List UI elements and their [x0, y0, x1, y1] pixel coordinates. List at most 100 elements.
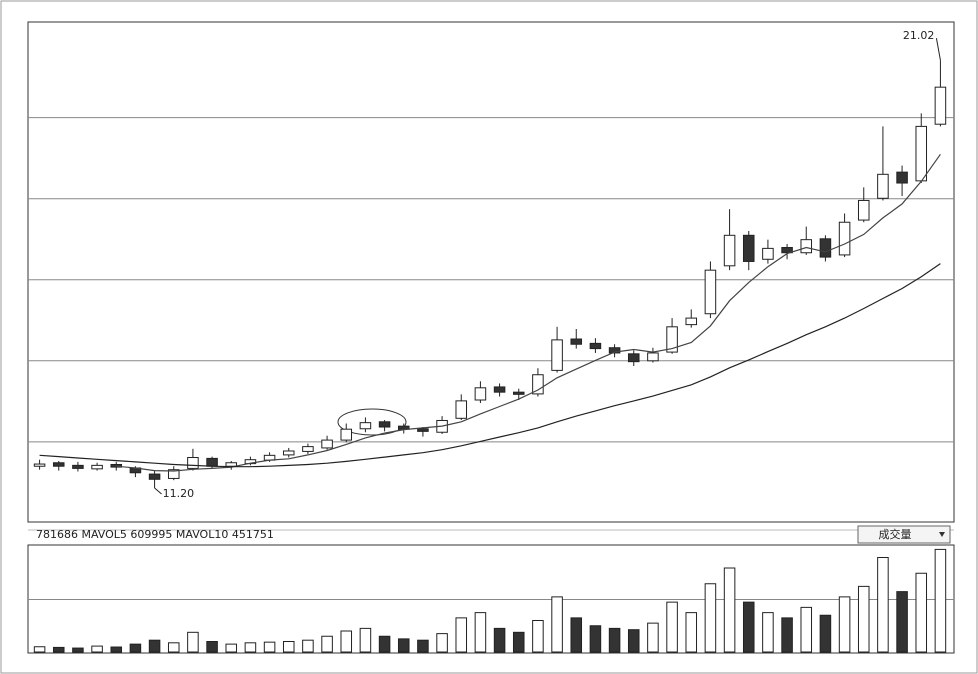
volume-bar — [72, 647, 84, 653]
volume-bar — [455, 617, 468, 653]
candle-body — [474, 387, 487, 401]
candle-body — [762, 247, 774, 260]
candle-body — [800, 239, 813, 254]
candle-body — [532, 374, 544, 395]
candle-body — [857, 199, 870, 221]
candle-body — [512, 391, 525, 395]
volume-bar — [187, 631, 199, 653]
candle-body — [685, 317, 698, 326]
candle-body — [608, 347, 621, 354]
candle-body — [321, 439, 333, 449]
candle-body — [570, 338, 583, 345]
volume-bar — [915, 572, 928, 653]
volume-bar — [781, 617, 793, 653]
volume-bar — [110, 646, 123, 653]
candle-body — [148, 473, 161, 480]
candle-body — [91, 464, 103, 470]
volume-bar — [666, 601, 678, 653]
volume-bar — [167, 642, 180, 653]
volume-bar — [647, 622, 659, 653]
volume-bar — [417, 639, 429, 653]
volume-bar — [340, 630, 353, 653]
candle-body — [72, 464, 84, 469]
candle-body — [589, 342, 602, 350]
volume-header: 781686 MAVOL5 609995 MAVOL10 451751 — [36, 528, 274, 541]
volume-bar — [800, 606, 813, 653]
volume-bar — [762, 612, 774, 653]
candle-body — [359, 422, 372, 430]
volume-bar — [838, 596, 851, 653]
candle-body — [742, 234, 755, 262]
volume-bar — [397, 638, 410, 653]
candle-body — [110, 463, 123, 468]
volume-bar — [263, 641, 276, 653]
volume-bar — [129, 643, 142, 653]
candle-body — [455, 400, 468, 419]
candle-body — [666, 326, 678, 353]
volume-bar — [857, 585, 870, 653]
candle-body — [167, 469, 180, 479]
volume-bar — [532, 620, 544, 653]
candle-body — [52, 462, 65, 467]
volume-bar — [33, 646, 46, 653]
ma-line — [39, 263, 941, 468]
volume-button[interactable] — [857, 525, 951, 544]
volume-bar — [206, 641, 218, 653]
volume-bar — [148, 639, 161, 653]
volume-bar — [91, 645, 103, 653]
ma-line — [116, 153, 941, 472]
candle-body — [915, 125, 928, 182]
volume-bar — [570, 617, 583, 653]
low-pointer — [154, 487, 162, 495]
volume-button-label[interactable]: 成交量 — [879, 527, 912, 541]
candle-body — [723, 234, 736, 267]
candle-body — [647, 352, 659, 362]
candle-body — [704, 269, 717, 315]
volume-bar — [359, 627, 372, 653]
volume-bar — [474, 612, 487, 653]
high-pointer — [935, 38, 941, 61]
candle-body — [187, 457, 199, 469]
volume-bar — [225, 643, 238, 653]
candle-body — [340, 428, 353, 441]
volume-bar — [742, 601, 755, 653]
candle-body — [896, 171, 908, 184]
dropdown-arrow — [939, 532, 945, 537]
candle-body — [493, 386, 506, 393]
volume-bar — [934, 548, 947, 653]
volume-bar — [378, 635, 391, 653]
candle-body — [206, 457, 218, 467]
volume-bar — [282, 641, 295, 653]
volume-bar — [52, 646, 65, 653]
volume-bar — [589, 625, 602, 653]
volume-bar — [723, 567, 736, 653]
volume-bar — [436, 633, 448, 653]
candle-body — [378, 421, 391, 428]
high-label: 21.02 — [903, 29, 935, 42]
volume-bar — [819, 614, 832, 653]
volume-bar — [244, 642, 257, 653]
volume-bar — [608, 627, 621, 653]
volume-bar — [877, 557, 889, 653]
candle-body — [781, 247, 793, 254]
candle-body — [302, 446, 314, 452]
candle-body — [819, 238, 832, 258]
low-label: 11.20 — [163, 487, 195, 500]
candle-body — [838, 221, 851, 256]
candle-body — [877, 173, 889, 199]
candle-body — [551, 339, 563, 371]
volume-bar — [896, 591, 908, 653]
highlight-ellipse — [337, 408, 407, 436]
volume-bar — [512, 631, 525, 653]
volume-bar — [627, 629, 640, 653]
volume-bar — [493, 627, 506, 653]
candle-body — [33, 463, 46, 467]
candle-body — [934, 86, 947, 125]
volume-bar — [302, 639, 314, 653]
price-pane — [27, 21, 955, 523]
volume-bar — [321, 635, 333, 653]
candle-body — [282, 450, 295, 456]
